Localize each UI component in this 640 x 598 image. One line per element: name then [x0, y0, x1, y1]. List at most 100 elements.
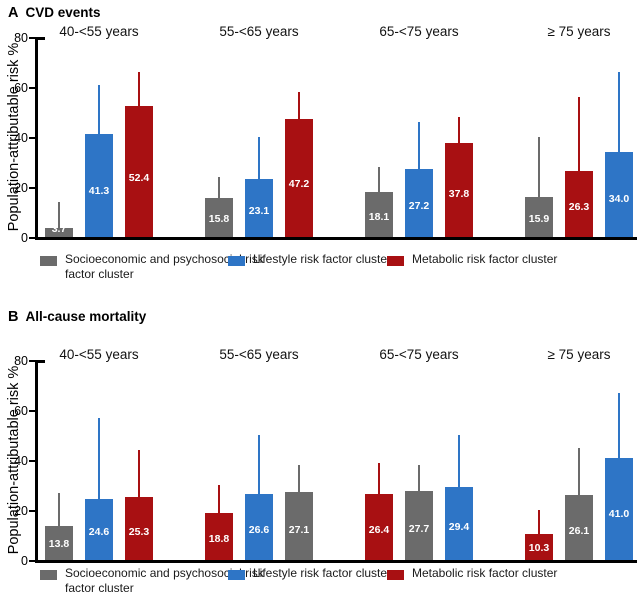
error-bar-upper — [57, 492, 61, 526]
age-group-label: 55-<65 years — [219, 347, 299, 362]
bar-value-label: 34.0 — [608, 192, 630, 205]
panel-a-heading: CVD events — [25, 5, 101, 20]
legend-panel-b: Socioeconomic and psychosocial risk fact… — [0, 566, 640, 598]
error-bar-upper — [617, 72, 621, 152]
age-group-label: 65-<75 years — [379, 24, 459, 39]
bar-value-label: 47.2 — [288, 177, 310, 190]
bar-value-label: 25.3 — [128, 525, 150, 538]
panel-b-title: B All-cause mortality — [8, 309, 146, 325]
age-group-label: ≥ 75 years — [547, 24, 611, 39]
error-bar-upper — [457, 117, 461, 143]
bar-value-label: 27.1 — [288, 523, 310, 536]
age-group-label: 40-<55 years — [59, 347, 139, 362]
x-axis-line — [35, 560, 637, 563]
y-tick-mark — [29, 560, 35, 562]
error-bar-upper — [457, 435, 461, 487]
error-bar-upper — [417, 465, 421, 491]
bar-value-label: 37.8 — [448, 188, 470, 201]
bar — [245, 179, 273, 237]
y-tick-mark — [29, 510, 35, 512]
error-bar-upper — [537, 510, 541, 535]
bar — [565, 171, 593, 237]
y-tick-label: 80 — [14, 354, 28, 368]
y-tick-mark — [29, 237, 35, 239]
bar — [85, 498, 113, 560]
bar-value-label: 10.3 — [528, 542, 550, 555]
y-tick-label: 60 — [14, 404, 28, 418]
bar — [45, 227, 73, 237]
bar-value-label: 15.8 — [208, 213, 230, 226]
bar-value-label: 24.6 — [88, 526, 110, 539]
y-tick-mark — [29, 137, 35, 139]
bar — [605, 457, 633, 560]
y-tick-label: 80 — [14, 31, 28, 45]
error-bar-upper — [297, 92, 301, 119]
bar — [565, 494, 593, 560]
error-bar-upper — [537, 137, 541, 198]
bar-value-label: 15.9 — [528, 213, 550, 226]
legend-swatch-red — [387, 256, 404, 266]
bar — [245, 493, 273, 560]
bar-value-label: 41.0 — [608, 507, 630, 520]
error-bar-upper — [137, 450, 141, 497]
age-group-label: 55-<65 years — [219, 24, 299, 39]
error-bar-upper — [577, 447, 581, 495]
error-bar-upper — [377, 167, 381, 192]
error-bar-upper — [97, 417, 101, 499]
y-axis-top-cap — [35, 360, 45, 363]
legend-swatch-blue — [228, 256, 245, 266]
y-tick-label: 0 — [21, 231, 28, 245]
bar-value-label: 26.1 — [568, 524, 590, 537]
bar — [205, 513, 233, 560]
bar — [125, 496, 153, 560]
bar-value-label: 29.4 — [448, 520, 470, 533]
error-bar-upper — [217, 485, 221, 513]
bar-value-label: 23.1 — [248, 205, 270, 217]
bar-value-label: 13.8 — [48, 538, 70, 551]
legend-label: Lifestyle risk factor cluster — [253, 566, 392, 580]
error-bar-upper — [217, 177, 221, 198]
bar — [365, 191, 393, 237]
bar-value-label: 26.6 — [248, 524, 270, 537]
panel-b-letter: B — [8, 309, 19, 325]
legend-label: Socioeconomic and psychosocial risk fact… — [65, 252, 264, 281]
error-bar-upper — [577, 97, 581, 172]
bar — [285, 119, 313, 237]
panel-b-heading: All-cause mortality — [25, 309, 147, 324]
y-axis-top-cap — [35, 37, 45, 40]
legend-swatch-blue — [228, 570, 245, 580]
y-tick-mark — [29, 37, 35, 39]
bar-value-label: 52.4 — [128, 172, 150, 185]
bar-value-label: 26.4 — [368, 524, 390, 537]
y-tick-label: 20 — [14, 181, 28, 195]
y-tick-label: 20 — [14, 504, 28, 518]
error-bar-upper — [377, 462, 381, 494]
legend-panel-a: Socioeconomic and psychosocial risk fact… — [0, 252, 640, 300]
bar — [125, 106, 153, 237]
y-tick-label: 40 — [14, 454, 28, 468]
error-bar-upper — [617, 392, 621, 458]
error-bar-upper — [57, 202, 61, 228]
age-group-label: ≥ 75 years — [547, 347, 611, 362]
panel-a-letter: A — [8, 5, 19, 21]
chart-all-cause-mortality: Population-attributable risk % 0 20 40 60 80 4… — [0, 347, 640, 568]
error-bar-upper — [257, 435, 261, 494]
bar — [605, 152, 633, 237]
error-bar-upper — [297, 465, 301, 493]
age-group-label: 40-<55 years — [59, 24, 139, 39]
legend-label: Metabolic risk factor cluster — [412, 566, 558, 580]
legend-label: Socioeconomic and psychosocial risk fact… — [65, 566, 264, 595]
bar-value-label: 18.1 — [368, 210, 390, 223]
bar — [525, 534, 553, 560]
bar-value-label: 41.3 — [88, 184, 110, 197]
bar — [365, 494, 393, 560]
legend-label: Metabolic risk factor cluster — [412, 252, 558, 266]
bar — [445, 486, 473, 560]
bar — [405, 490, 433, 560]
panel-a-title: A CVD events — [8, 5, 101, 21]
bar-value-label: 18.8 — [208, 532, 230, 545]
x-axis-line — [35, 237, 637, 240]
legend-swatch-gray — [40, 570, 57, 580]
chart-cvd-events: Population-attributable risk % 0 20 40 60 80 4… — [0, 24, 640, 245]
